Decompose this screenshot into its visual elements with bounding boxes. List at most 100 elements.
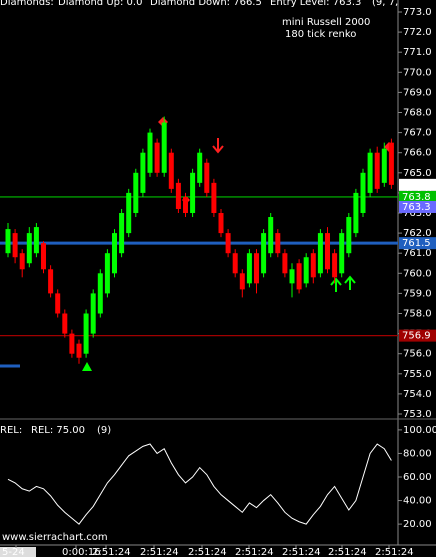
watermark: www.sierrachart.com	[2, 532, 108, 543]
y-tick-label: 770.0	[403, 67, 432, 78]
candle-body	[126, 192, 132, 234]
candle-body	[204, 162, 210, 193]
candle-body	[317, 233, 323, 274]
candle-body	[246, 253, 252, 284]
candle-body	[254, 253, 259, 284]
candle-body	[33, 227, 39, 254]
candle-body	[360, 172, 366, 213]
candle-body	[325, 233, 330, 270]
candle-body	[168, 152, 174, 189]
y-tick-label: 758.0	[403, 309, 432, 320]
y-tick-label: 772.0	[403, 27, 432, 38]
y-tick-label: 755.0	[403, 369, 432, 380]
candle-body	[69, 333, 75, 354]
y-tick-label: 773.0	[403, 7, 432, 18]
time-label: 2:51:24	[375, 547, 414, 557]
candle-body	[275, 233, 281, 254]
y-tick-label: 753.0	[403, 409, 432, 420]
candle-body	[154, 142, 160, 173]
candle-body	[388, 142, 394, 185]
candle-body	[296, 263, 302, 290]
candle-body	[232, 253, 238, 274]
header-text: Entry Level: 763.3	[270, 0, 361, 8]
y-tick-label: 756.0	[403, 349, 432, 360]
y-tick-label: 767.0	[403, 128, 432, 139]
candle-body	[48, 269, 54, 294]
level-label-box	[399, 329, 436, 342]
level-label-box	[399, 237, 436, 250]
diamond-marker	[82, 362, 92, 371]
candle-body	[211, 182, 217, 213]
candle-body	[147, 132, 153, 173]
price-label: 763.3	[402, 202, 431, 213]
y-tick-label: 762.0	[403, 228, 432, 239]
candle-body	[339, 233, 345, 274]
candle-body	[76, 343, 82, 358]
candle-body	[303, 257, 309, 284]
header-text: Diamond Up: 0.0	[58, 0, 142, 8]
candle-body	[225, 233, 231, 254]
candle-body	[381, 148, 387, 183]
price-label-box	[399, 178, 436, 191]
y-tick-label: 759.0	[403, 288, 432, 299]
time-label: 0:00:16	[62, 547, 101, 557]
candle-body	[140, 152, 146, 193]
time-label: 2:51:24	[282, 547, 321, 557]
candle-body	[97, 273, 103, 314]
pane-header: REL:	[0, 425, 22, 436]
candle-body	[282, 253, 288, 274]
time-label: 2:51:24	[328, 547, 367, 557]
candle-body	[261, 233, 267, 274]
down-arrow	[212, 138, 224, 154]
y-tick-label: 768.0	[403, 108, 432, 119]
candle-body	[268, 217, 274, 254]
time-label: 2:51:24	[188, 547, 227, 557]
candle-body	[119, 213, 125, 254]
candle-body	[190, 172, 196, 213]
up-arrow	[344, 275, 356, 290]
y-tick-label: 40.00	[403, 496, 432, 507]
chart-note: mini Russell 2000	[282, 17, 370, 28]
y-tick-label: 760.0	[403, 268, 432, 279]
level-label: 761.5	[402, 238, 431, 249]
candle-body	[41, 243, 46, 270]
candle-body	[90, 293, 96, 334]
candle-body	[183, 196, 188, 213]
candle-body	[367, 152, 373, 193]
price-label: 764.4	[402, 180, 431, 191]
candle-body	[19, 253, 25, 270]
level-label: 763.8	[402, 192, 431, 203]
candle-body	[197, 152, 203, 183]
date-box	[0, 547, 36, 557]
header-text: Diamonds:	[0, 0, 54, 8]
candle-body	[161, 122, 167, 173]
y-tick-label: 60.00	[403, 472, 432, 483]
candle-body	[175, 182, 181, 209]
candle-body	[239, 273, 245, 290]
rel-line	[7, 443, 392, 525]
price-label-box	[399, 200, 436, 213]
candle-body	[346, 217, 352, 254]
candle-body	[83, 313, 89, 354]
candle-body	[374, 152, 380, 189]
pane-header: REL: 75.00	[31, 425, 85, 436]
y-tick-label: 100.00	[403, 425, 436, 436]
candle-body	[26, 233, 32, 264]
y-tick-label: 763.0	[403, 208, 432, 219]
candle-body	[332, 253, 338, 278]
y-tick-label: 80.00	[403, 448, 432, 459]
candle-body	[310, 253, 316, 278]
y-tick-label: 766.0	[403, 148, 432, 159]
level-label-box	[399, 190, 436, 203]
candle-body	[133, 172, 139, 213]
candle-body	[112, 233, 117, 274]
time-label: 5-24	[2, 547, 25, 557]
time-label: 2:51:24	[92, 547, 131, 557]
candle-body	[104, 253, 110, 294]
header-text: (9, 7,	[372, 0, 398, 8]
time-label: 2:51:24	[140, 547, 179, 557]
candle-body	[12, 233, 18, 258]
candle-body	[62, 313, 68, 334]
